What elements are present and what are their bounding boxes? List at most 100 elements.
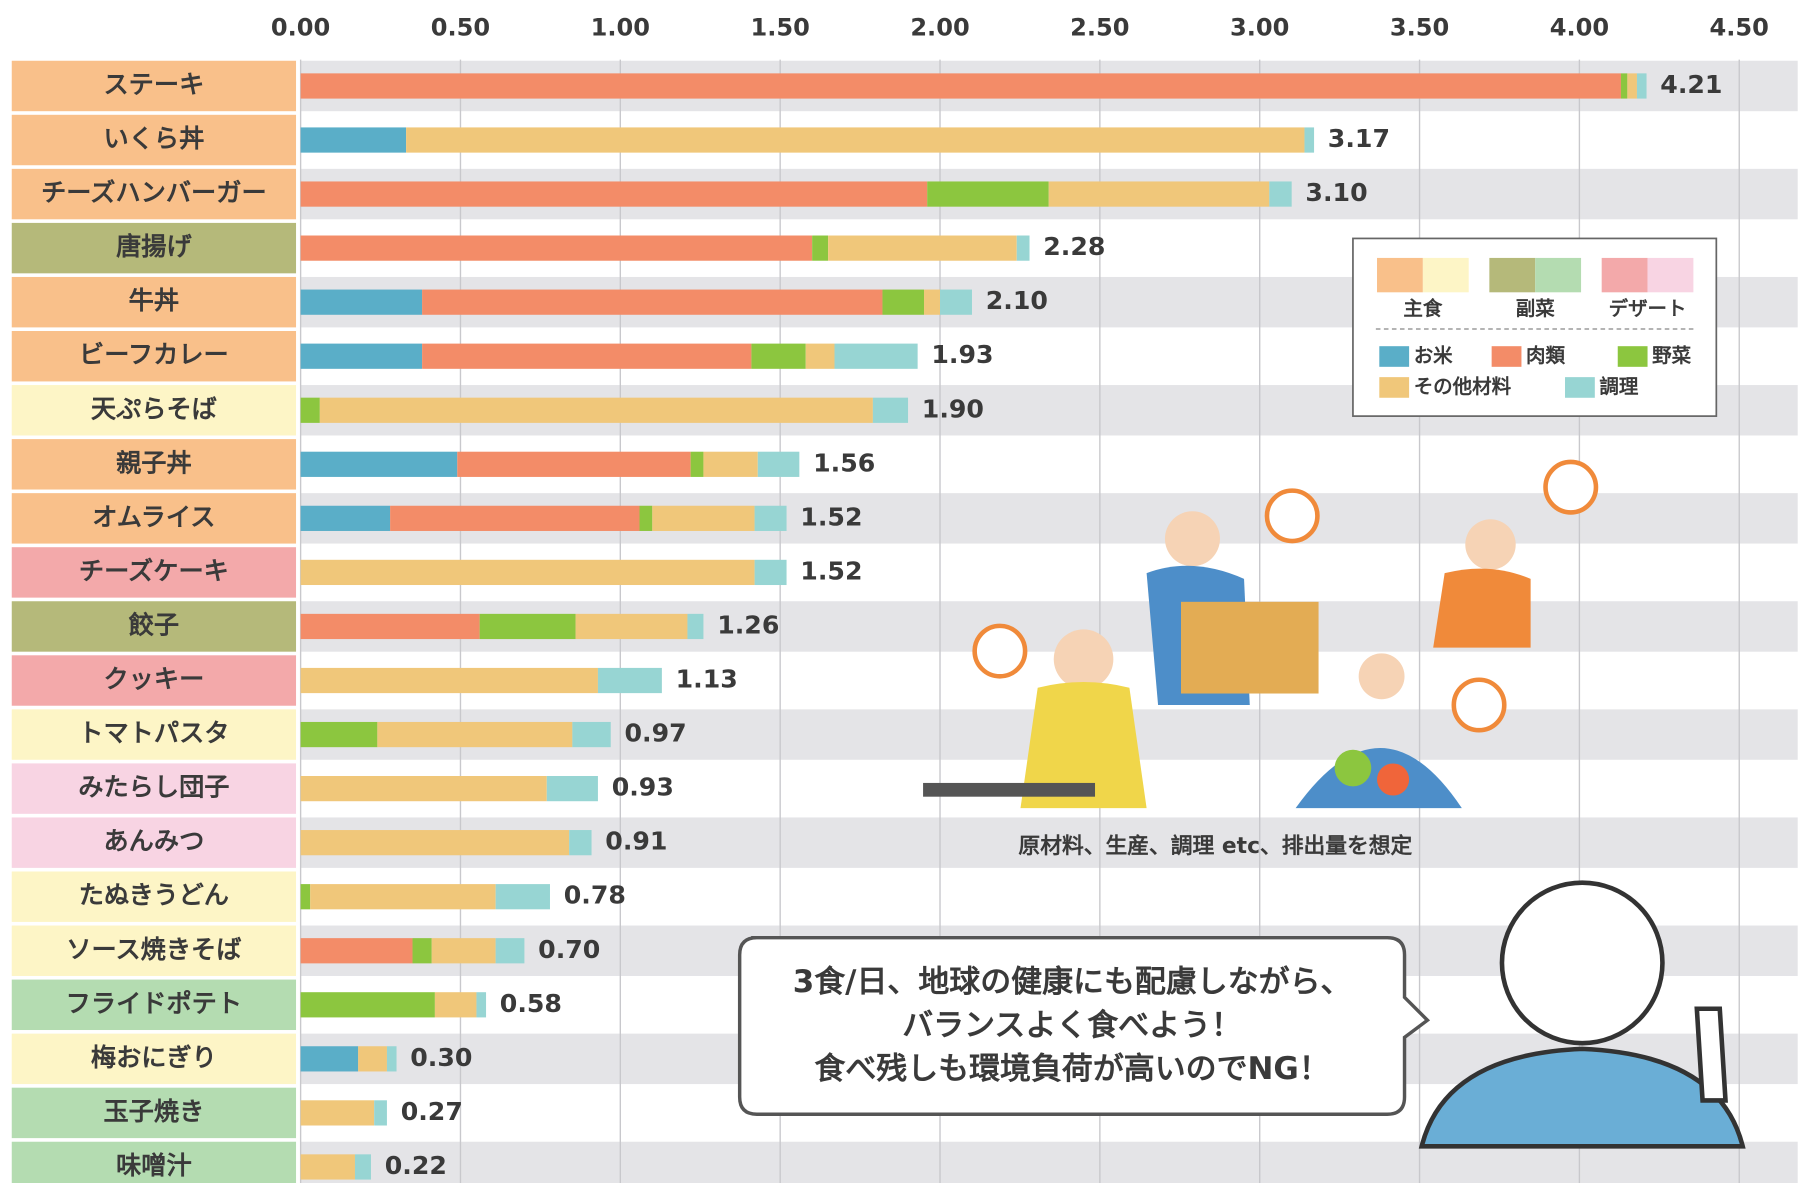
- chart: 原材料、生産、調理 etc、排出量を想定 3食/日、地球の健康にも配慮しながら、…: [0, 0, 1798, 1183]
- legend-label: お米: [1414, 344, 1453, 367]
- bar-segment: [751, 344, 805, 369]
- bar-segment: [301, 722, 378, 747]
- legend-swatch: [1618, 346, 1648, 367]
- speech-line: 3食/日、地球の健康にも配慮しながら、: [793, 964, 1352, 1000]
- bar-segment: [1637, 73, 1647, 98]
- bar-segment: [940, 290, 972, 315]
- y-tick-label: ステーキ: [103, 70, 204, 99]
- bar-segment: [758, 452, 800, 477]
- bar-segment: [1627, 73, 1637, 98]
- bar-segment: [598, 668, 662, 693]
- legend-label: デザート: [1609, 297, 1687, 320]
- total-label: 0.93: [612, 773, 674, 802]
- legend-label: 肉類: [1526, 344, 1565, 367]
- bar-segment: [652, 506, 754, 531]
- bar-segment: [435, 992, 477, 1017]
- bar-segment: [812, 236, 828, 261]
- legend-swatch: [1423, 258, 1469, 292]
- bar-segment: [310, 884, 495, 909]
- total-label: 0.97: [624, 719, 686, 748]
- bar-segment: [806, 344, 835, 369]
- bar-segment: [301, 290, 422, 315]
- bar-segment: [301, 992, 435, 1017]
- bar-segment: [301, 344, 422, 369]
- bar-segment: [358, 1046, 387, 1071]
- y-tick-label: いくら丼: [103, 124, 204, 153]
- legend-label: 主食: [1403, 297, 1442, 320]
- bar-segment: [390, 506, 639, 531]
- caption: 原材料、生産、調理 etc、排出量を想定: [1018, 833, 1412, 859]
- bar-segment: [496, 938, 525, 963]
- person-hand: [1697, 1009, 1726, 1101]
- bar-segment: [687, 614, 703, 639]
- legend-swatch: [1648, 258, 1694, 292]
- y-tick-label: 玉子焼き: [103, 1097, 204, 1126]
- total-label: 3.17: [1328, 124, 1390, 153]
- bar-segment: [406, 127, 1304, 152]
- box: [1181, 602, 1319, 694]
- bar-segment: [301, 506, 391, 531]
- y-tick-label: 餃子: [129, 610, 179, 639]
- x-tick-label: 3.50: [1390, 14, 1449, 42]
- y-tick-label: 唐揚げ: [116, 232, 192, 261]
- x-tick-label: 2.50: [1070, 14, 1129, 42]
- x-tick-label: 1.00: [591, 14, 650, 42]
- bar-segment: [639, 506, 652, 531]
- figure-head: [1465, 519, 1515, 569]
- co2-cloud: [975, 626, 1025, 676]
- x-tick-label: 4.00: [1550, 14, 1609, 42]
- page: {"chart_data": {"type": "bar", "orientat…: [0, 0, 1798, 1183]
- legend-swatch: [1377, 258, 1423, 292]
- y-tick-label: みたらし団子: [78, 773, 229, 802]
- x-tick-label: 3.00: [1230, 14, 1289, 42]
- legend-swatch: [1379, 377, 1409, 398]
- figure-body: [1433, 569, 1530, 648]
- bar-segment: [432, 938, 496, 963]
- bar-segment: [1304, 127, 1314, 152]
- bar-segment: [413, 938, 432, 963]
- illustration: [740, 462, 1743, 1146]
- bar-segment: [691, 452, 704, 477]
- legend-swatch: [1379, 346, 1409, 367]
- bar-segment: [927, 181, 1048, 206]
- bar-segment: [755, 560, 787, 585]
- y-tick-label: あんみつ: [103, 827, 204, 856]
- total-label: 0.30: [410, 1043, 472, 1072]
- total-label: 0.27: [401, 1097, 463, 1126]
- x-tick-label: 0.00: [271, 14, 330, 42]
- bar-segment: [301, 830, 570, 855]
- legend-swatch: [1602, 258, 1648, 292]
- total-label: 2.10: [986, 286, 1048, 315]
- y-tick-label: 親子丼: [116, 448, 192, 477]
- x-tick-label: 0.50: [431, 14, 490, 42]
- total-label: 0.58: [500, 989, 562, 1018]
- co2-cloud: [1454, 680, 1504, 730]
- bar-segment: [301, 1046, 359, 1071]
- y-tick-label: 天ぷらそば: [91, 394, 218, 423]
- legend-swatch: [1489, 258, 1535, 292]
- bar-segment: [547, 776, 598, 801]
- total-label: 1.52: [800, 556, 862, 585]
- total-label: 3.10: [1305, 178, 1367, 207]
- bar-segment: [301, 1100, 375, 1125]
- bar-segment: [387, 1046, 397, 1071]
- person-head: [1502, 883, 1662, 1043]
- total-label: 2.28: [1043, 232, 1105, 261]
- total-label: 0.91: [605, 827, 667, 856]
- y-tick-label: トマトパスタ: [78, 719, 229, 748]
- total-label: 1.56: [813, 448, 875, 477]
- bar-segment: [457, 452, 690, 477]
- bar-segment: [1017, 236, 1030, 261]
- bar-segment: [496, 884, 550, 909]
- x-tick-label: 1.50: [750, 14, 809, 42]
- y-tick-label: クッキー: [103, 665, 204, 694]
- legend-label: 副菜: [1516, 297, 1555, 320]
- total-label: 0.70: [538, 935, 600, 964]
- legend-swatch: [1492, 346, 1522, 367]
- total-label: 1.52: [800, 502, 862, 531]
- legend-swatch: [1535, 258, 1581, 292]
- bar-segment: [569, 830, 591, 855]
- bar-segment: [301, 776, 547, 801]
- tray: [923, 783, 1095, 797]
- y-tick-label: 牛丼: [129, 286, 179, 315]
